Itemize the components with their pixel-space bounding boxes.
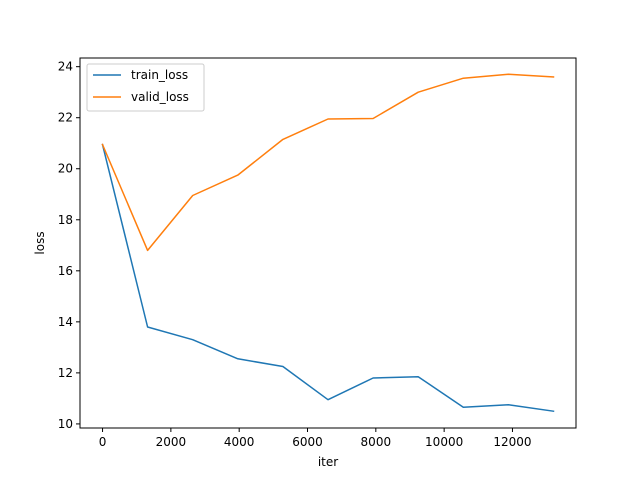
series-layer [101, 73, 555, 413]
y-tick-label: 20 [58, 162, 73, 176]
y-tick-label: 16 [58, 264, 73, 278]
ticks-layer: 0 2000 4000 6000 8000 10000 12000 10 12 14 16 18 20 2… [58, 60, 532, 449]
x-tick-label: 0 [99, 435, 107, 449]
legend-label-valid-loss: valid_loss [131, 90, 189, 104]
x-tick-label: 6000 [292, 435, 323, 449]
y-tick-label: 14 [58, 315, 73, 329]
x-tick-label: 2000 [156, 435, 187, 449]
x-tick-label: 12000 [493, 435, 531, 449]
plot-frame [79, 57, 577, 429]
y-axis-label: loss [33, 231, 47, 254]
series-line-train-loss [101, 143, 555, 413]
y-tick-label: 10 [58, 417, 73, 431]
legend: train_loss valid_loss [86, 63, 205, 112]
x-tick-label: 10000 [425, 435, 463, 449]
y-tick-label: 22 [58, 111, 73, 125]
x-tick-label: 8000 [361, 435, 392, 449]
x-axis-label: iter [318, 455, 338, 469]
x-tick-label: 4000 [224, 435, 255, 449]
legend-label-train-loss: train_loss [131, 68, 188, 82]
y-tick-label: 18 [58, 213, 73, 227]
series-line-valid-loss [101, 73, 555, 252]
y-tick-label: 24 [58, 60, 73, 74]
y-tick-label: 12 [58, 366, 73, 380]
